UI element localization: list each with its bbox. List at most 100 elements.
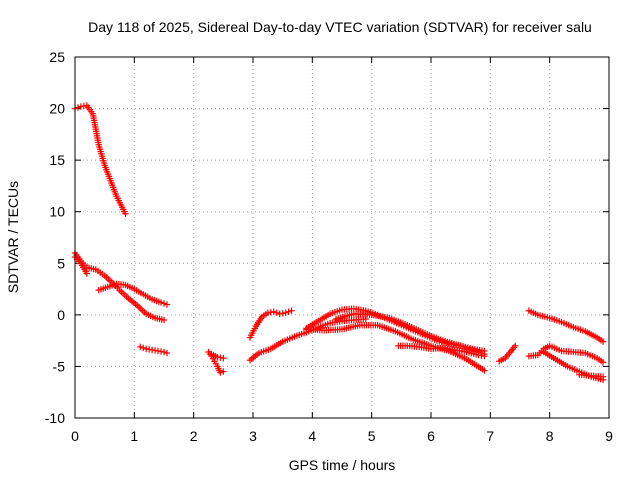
data-point [270,308,280,316]
data-point [570,324,587,334]
data-point [599,373,607,380]
data-point [321,326,343,334]
x-tick-label: 8 [546,428,554,444]
data-point [481,367,488,374]
y-axis-label: SDTVAR / TECUs [5,181,21,293]
data-point [552,356,569,369]
x-axis-label: GPS time / hours [289,457,396,473]
data-point [570,348,587,357]
data-point [404,342,420,350]
data-point [546,314,563,325]
series-arc-13 [395,342,488,360]
data-point [303,326,326,334]
x-tick-label: 0 [71,428,79,444]
series-arc-5 [137,343,171,357]
data-point [534,311,551,321]
data-point [137,343,147,352]
data-point [481,352,488,360]
data-point [148,346,159,354]
data-point [252,315,264,330]
data-point [131,285,145,297]
series-arc-18 [576,371,607,380]
y-tick-label: 5 [57,255,65,271]
series-arc-1 [71,102,129,217]
data-point [122,281,136,292]
data-point [143,310,157,321]
data-point [463,356,486,373]
series-arc-9 [246,315,369,364]
data-point [101,272,115,286]
data-point [525,307,539,318]
data-point [160,316,168,324]
data-point [122,210,129,217]
series-arc-7 [208,350,227,362]
series-arc-16 [525,342,607,366]
data-point [593,354,605,365]
data-point [89,110,102,146]
data-point [104,281,118,291]
data-point [315,320,331,331]
x-tick-label: 5 [368,428,376,444]
data-point [151,314,165,323]
data-point [599,338,607,345]
series-arc-8 [246,307,295,341]
data-point [558,347,575,355]
series-arc-11 [303,321,488,374]
data-point [83,270,91,277]
data-point [326,307,343,318]
data-point [282,308,292,316]
plot-frame [74,56,610,419]
data-point [160,348,168,356]
data-point [276,310,286,318]
data-point [386,314,409,328]
x-tick-label: 9 [605,428,613,444]
series-arc-4 [95,280,171,308]
data-point [140,291,154,302]
data-point [332,311,355,323]
data-point [163,349,171,357]
chart-title: Day 118 of 2025, Sidereal Day-to-day VTE… [88,19,592,35]
data-point [404,321,427,336]
data-point [576,371,593,379]
x-tick-label: 2 [190,428,198,444]
x-tick-label: 7 [486,428,494,444]
data-point [582,328,599,340]
series-arc-15 [525,307,607,345]
y-tick-label: 25 [49,49,65,65]
data-point [564,363,581,374]
data-points [71,102,607,384]
data-point [157,299,168,307]
data-point [95,141,108,167]
data-point [101,162,113,182]
data-point [148,296,163,305]
data-point [507,344,518,355]
data-point [599,359,607,366]
data-point [338,305,355,313]
data-point [288,307,295,314]
data-point [246,325,258,341]
data-point [125,295,139,308]
x-tick-label: 4 [308,428,316,444]
data-point [415,343,432,352]
y-tick-label: 15 [49,152,65,168]
x-tick-label: 1 [130,428,138,444]
series-arc-3 [71,253,91,277]
y-tick-label: -5 [53,358,66,374]
data-point [512,342,519,349]
data-point [374,321,397,334]
data-point [154,347,165,355]
data-point [95,284,109,294]
data-point [163,301,171,308]
series-arc-6 [205,348,227,376]
x-tick-label: 6 [427,428,435,444]
data-point [217,369,224,376]
data-point [593,334,605,344]
data-point [113,193,128,215]
data-point [362,315,369,323]
y-tick-label: 10 [49,204,65,220]
series-arc-14 [496,342,519,365]
data-point [107,177,119,198]
y-tick-label: 0 [57,307,65,323]
data-point [392,328,415,342]
